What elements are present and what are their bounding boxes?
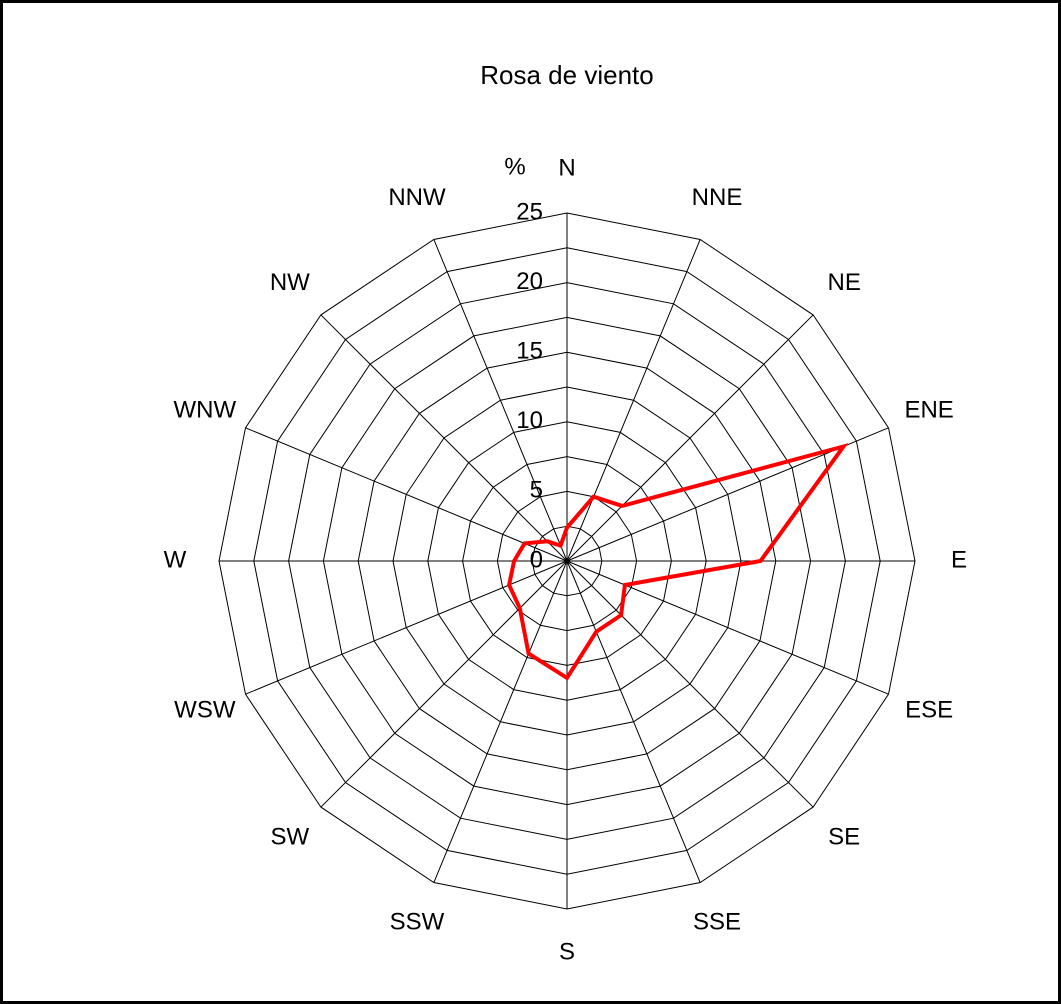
category-label: W — [164, 546, 187, 573]
category-label: S — [559, 938, 575, 965]
spoke — [566, 560, 701, 883]
category-label: E — [951, 546, 967, 573]
y-tick-label: 20 — [516, 268, 543, 295]
y-tick-label: 25 — [516, 198, 543, 225]
category-label: NNE — [692, 184, 743, 211]
spoke — [566, 314, 814, 562]
spoke — [320, 314, 568, 562]
category-label: WNW — [174, 396, 237, 423]
series-line — [507, 443, 849, 681]
category-label: ESE — [905, 696, 953, 723]
category-label: SE — [828, 824, 860, 851]
spoke — [433, 239, 568, 562]
category-label: NW — [270, 269, 310, 296]
category-label: SSE — [693, 909, 741, 936]
category-label: NE — [828, 269, 861, 296]
category-label: SSW — [390, 909, 445, 936]
y-tick-label: 10 — [516, 407, 543, 434]
category-label: WSW — [174, 696, 236, 723]
spoke — [320, 560, 568, 808]
spoke — [566, 560, 814, 808]
y-tick-label: 15 — [516, 338, 543, 365]
category-label: N — [558, 154, 575, 181]
spoke — [566, 239, 701, 562]
spoke — [245, 427, 568, 562]
y-tick-label: 0 — [530, 546, 543, 573]
y-axis-label: % — [504, 153, 525, 180]
spoke — [566, 560, 889, 695]
category-label: SW — [270, 824, 309, 851]
category-label: NNW — [388, 184, 446, 211]
chart-title: Rosa de viento — [480, 60, 653, 90]
category-label: ENE — [904, 396, 953, 423]
spoke — [433, 560, 568, 883]
y-tick-label: 5 — [530, 477, 543, 504]
spoke — [245, 560, 568, 695]
